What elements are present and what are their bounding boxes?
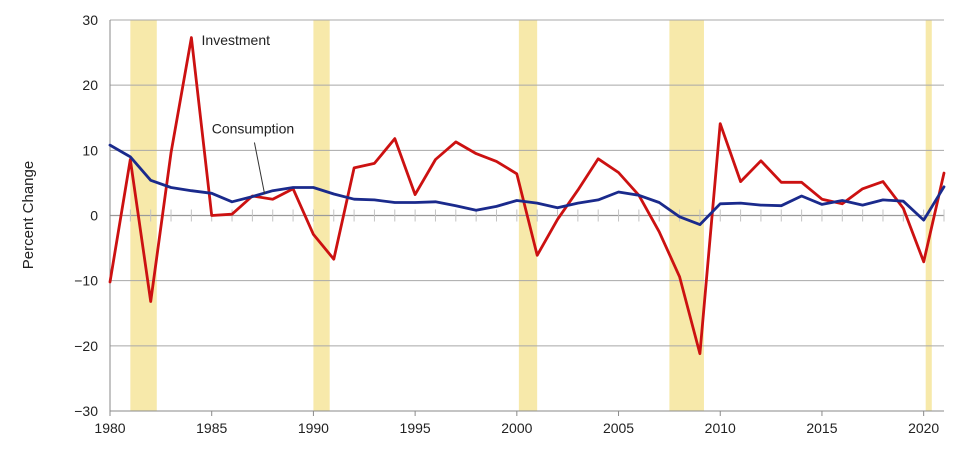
y-tick-label-10: 10 [82, 142, 98, 158]
x-tick-label-1990: 1990 [298, 420, 329, 436]
x-tick-label-2010: 2010 [705, 420, 736, 436]
x-tick-labels: 1980 1985 1990 1995 2000 2005 2010 2015 2020 [94, 411, 939, 436]
x-tick-label-2005: 2005 [603, 420, 634, 436]
series-line-consumption [108, 143, 946, 227]
series-annotations: Investment Consumption [202, 32, 295, 195]
annotation-consumption-leader [253, 142, 266, 195]
x-tick-label-1985: 1985 [196, 420, 227, 436]
series-lines [108, 36, 946, 356]
x-tick-label-2020: 2020 [908, 420, 939, 436]
y-axis-label: Percent Change [20, 161, 37, 269]
x-tick-label-2015: 2015 [806, 420, 837, 436]
series-line-investment [108, 36, 946, 356]
axes [109, 20, 944, 412]
x-tick-label-2000: 2000 [501, 420, 532, 436]
x-tick-label-1980: 1980 [94, 420, 125, 436]
y-tick-label--30: −30 [74, 403, 98, 419]
y-tick-label--10: −10 [74, 273, 98, 289]
y-tick-label-20: 20 [82, 77, 98, 93]
y-tick-label-30: 30 [82, 12, 98, 28]
annotation-investment: Investment [202, 32, 271, 48]
annotation-consumption: Consumption [212, 120, 295, 136]
y-tick-label--20: −20 [74, 338, 98, 354]
y-tick-label-0: 0 [90, 208, 98, 224]
y-tick-labels: 30 20 10 0 −10 −20 −30 [74, 12, 98, 419]
x-tick-label-1995: 1995 [400, 420, 431, 436]
